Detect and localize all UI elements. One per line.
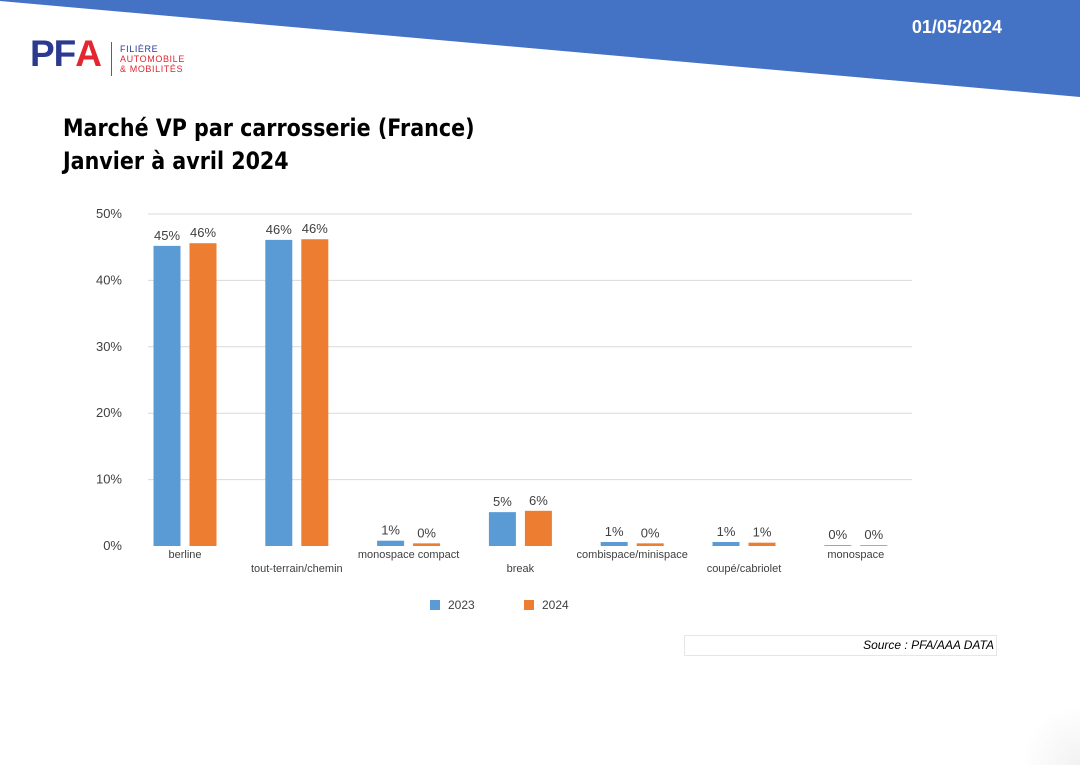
source-note: Source : PFA/AAA DATA [684,635,997,656]
x-tick-label: monospace compact [358,549,460,561]
legend-swatch-2023 [430,600,440,610]
data-label-2023-6: 0% [828,527,847,542]
data-label-2024-6: 0% [864,527,883,542]
data-label-2023-4: 1% [605,524,624,539]
x-tick-label: monospace [827,549,884,561]
chart-title-line-1: Marché VP par carrosserie (France) [63,114,475,142]
x-tick-label: break [507,563,535,575]
x-tick-label: coupé/cabriolet [707,563,782,575]
legend-label-2023: 2023 [448,598,475,612]
logo-text: FILIÈRE AUTOMOBILE & MOBILITÉS [120,44,185,74]
bar-2023-5 [712,542,740,546]
data-labels: 45% 46% 46% 46% 1% 0% 5% 6% 1% 0% 1% 1% 0% 0% [154,221,884,542]
x-tick-label: combispace/minispace [577,549,688,561]
legend-swatch-2024 [524,600,534,610]
chart-title-line-2: Janvier à avril 2024 [63,147,289,175]
legend: 2023 2024 [430,598,569,612]
x-tick-label: tout-terrain/chemin [251,563,343,575]
bar-2023-6 [824,545,852,546]
data-label-2024-4: 0% [641,525,660,540]
data-label-2024-1: 46% [302,221,328,236]
data-label-2023-5: 1% [717,524,736,539]
bars [153,239,888,546]
data-label-2024-3: 6% [529,493,548,508]
data-label-2024-0: 46% [190,225,216,240]
data-label-2023-3: 5% [493,494,512,509]
bar-chart: 0% 10% 20% 30% 40% 50% 45% 46% 46% 46% 1% 0% 5% 6% 1%… [96,206,912,612]
data-label-2024-5: 1% [753,525,772,540]
bar-2023-2 [377,540,405,546]
y-tick-label: 10% [96,472,122,487]
bar-2024-0 [189,243,217,546]
logo-line-1: FILIÈRE [120,44,159,54]
y-tick-label: 50% [96,206,122,221]
page-corner-shadow [1020,705,1080,765]
bar-2023-4 [600,542,628,546]
banner-shape [0,0,1080,97]
header-banner [0,0,1080,97]
pfa-logo-mark: PF A [30,33,102,74]
logo-separator [111,42,113,76]
bar-2024-5 [748,542,776,546]
x-tick-label: berline [168,549,201,561]
bar-2023-3 [488,512,516,546]
bar-2024-2 [413,543,441,546]
y-tick-label: 20% [96,405,122,420]
logo-line-3: & MOBILITÉS [120,64,184,74]
pfa-logo: PF A FILIÈRE AUTOMOBILE & MOBILITÉS [30,34,185,82]
bar-2024-6 [860,545,888,546]
x-axis-labels: berline tout-terrain/chemin monospace comp… [168,549,884,575]
bar-2023-1 [265,239,293,546]
bar-2024-4 [636,543,664,546]
logo-mark-a: A [75,33,102,74]
logo-line-2: AUTOMOBILE [120,54,185,64]
logo-mark-pf: PF [30,33,76,74]
bar-2024-3 [524,510,552,546]
legend-label-2024: 2024 [542,598,569,612]
bar-2024-1 [301,239,329,546]
bar-2023-0 [153,245,181,546]
y-axis-ticks: 0% 10% 20% 30% 40% 50% [96,206,122,553]
grid-lines [148,213,912,481]
y-tick-label: 40% [96,272,122,287]
data-label-2023-1: 46% [266,222,292,237]
report-date: 01/05/2024 [911,17,1002,37]
data-label-2023-2: 1% [381,523,400,538]
chart-title: Marché VP par carrosserie (France) Janvi… [63,112,475,178]
y-tick-label: 0% [103,538,122,553]
data-label-2024-2: 0% [417,525,436,540]
y-tick-label: 30% [96,339,122,354]
data-label-2023-0: 45% [154,228,180,243]
